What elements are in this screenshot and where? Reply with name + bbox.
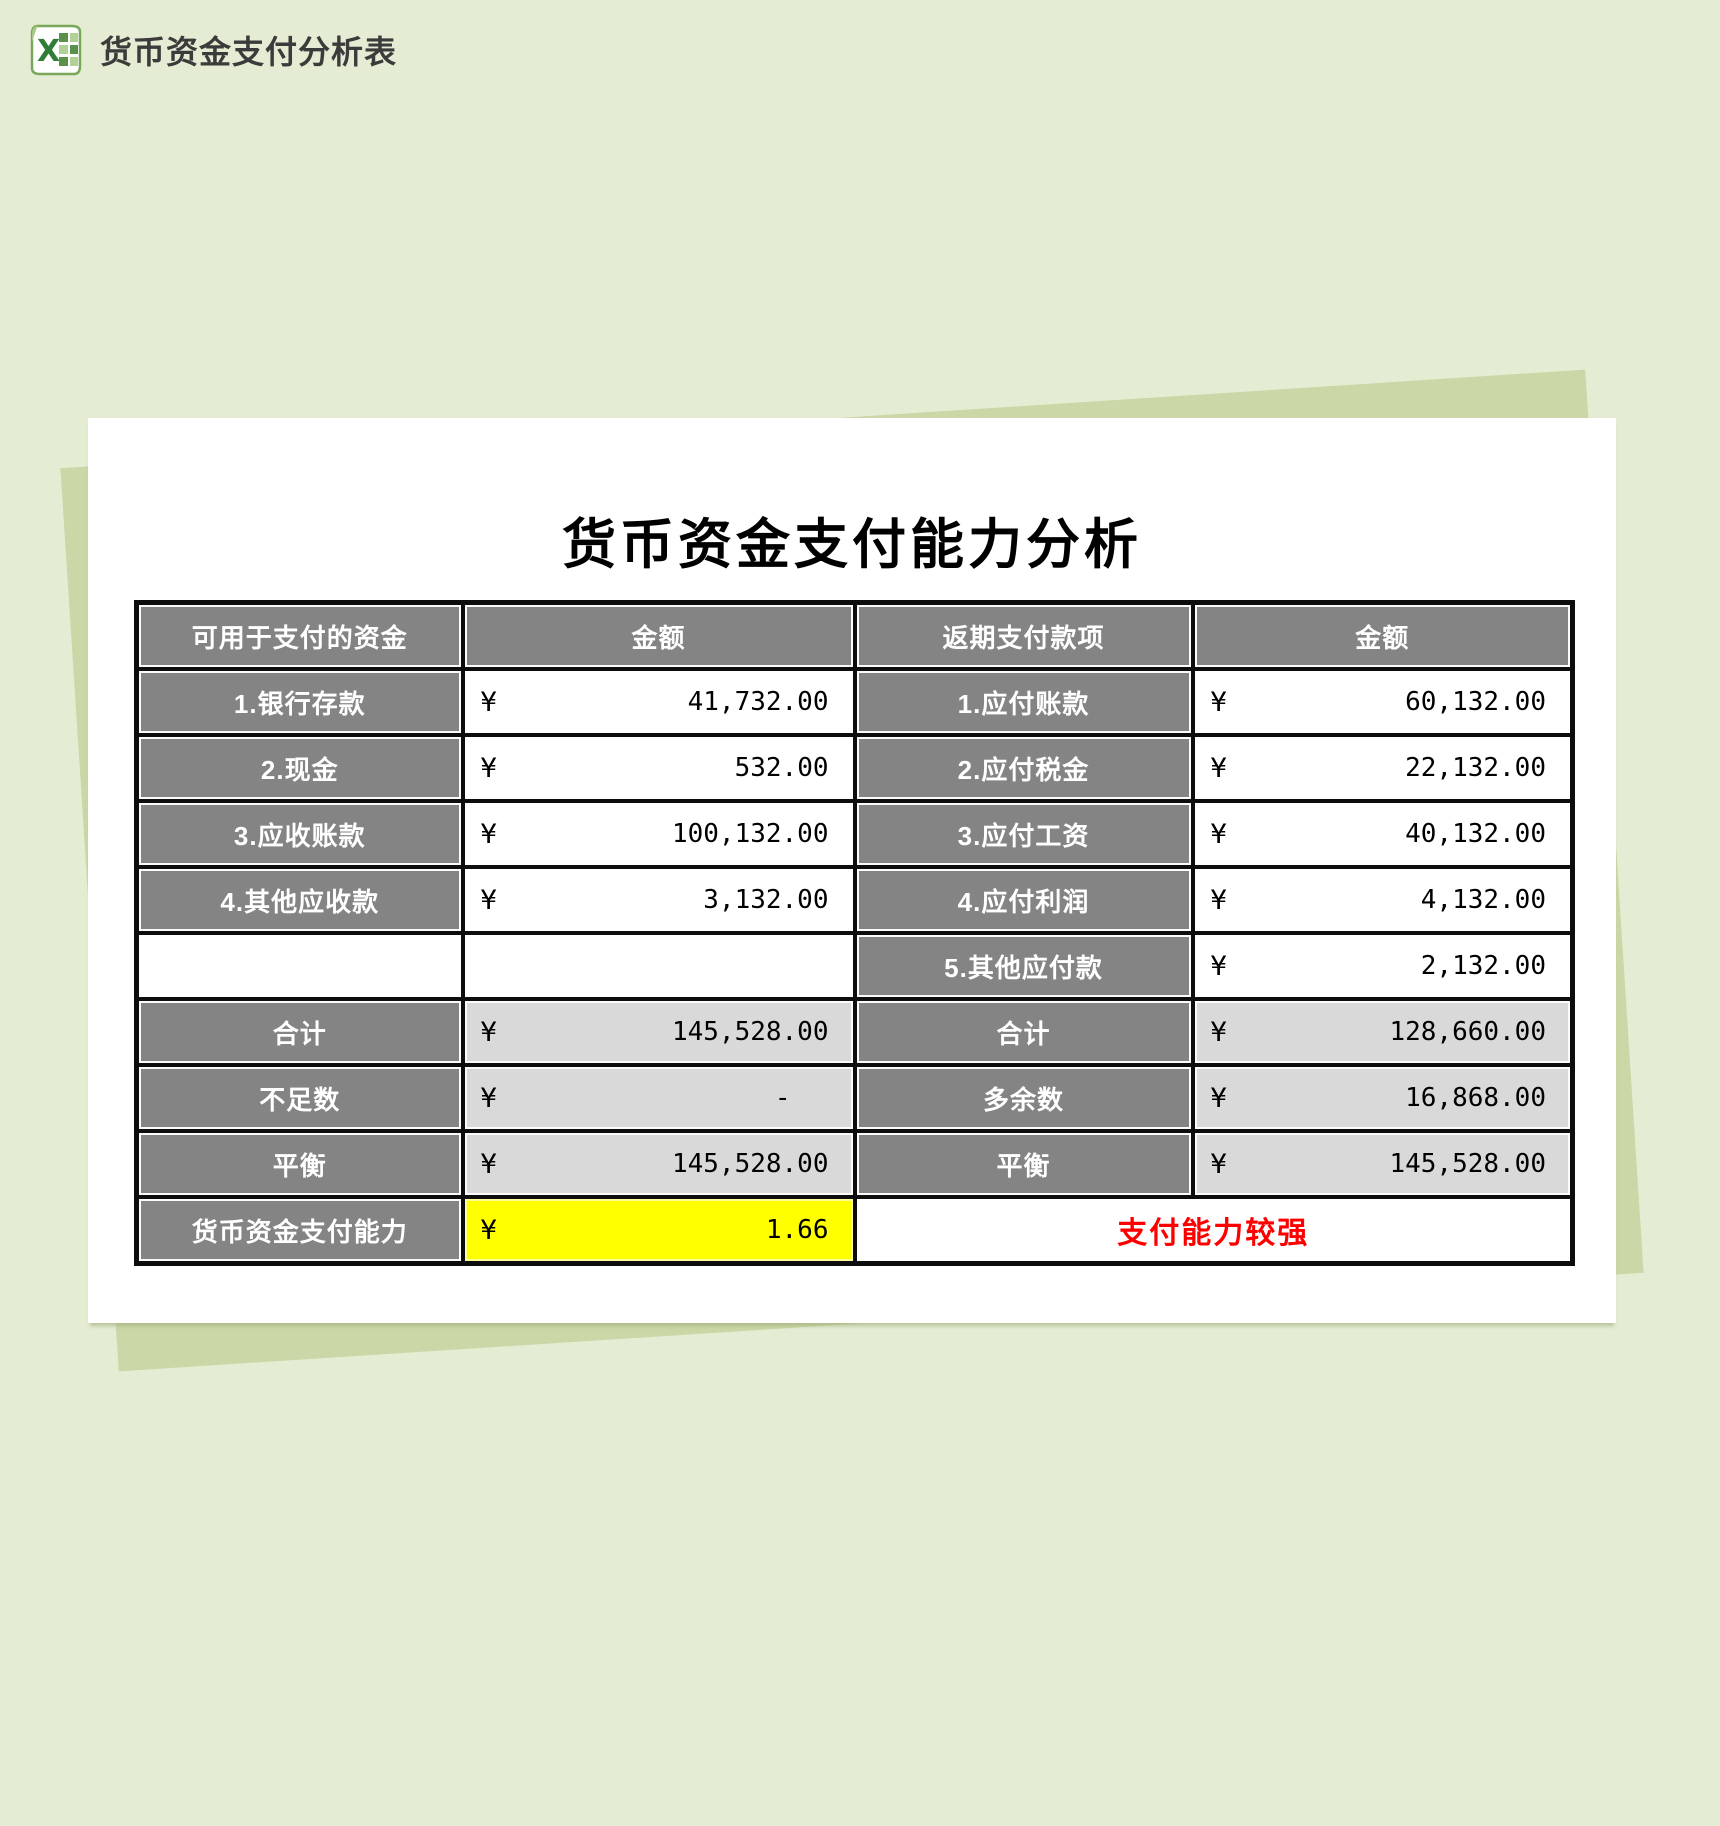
row-label-cell: 3.应付工资 xyxy=(852,799,1195,869)
amount-cell: ¥3,132.00 xyxy=(460,865,857,935)
topbar: X 货币资金支付分析表 xyxy=(28,22,397,78)
verdict-cell: 支付能力较强 xyxy=(852,1195,1575,1266)
row-label-cell: 2.现金 xyxy=(134,733,465,803)
amount-value: 100,132.00 xyxy=(671,819,829,849)
row-label-cell: 2.应付税金 xyxy=(852,733,1195,803)
empty-amount-cell xyxy=(460,931,857,1001)
amount-value: 145,528.00 xyxy=(671,1017,829,1047)
row-label-cell: 合计 xyxy=(134,997,465,1067)
row-label-cell: 1.应付账款 xyxy=(852,667,1195,737)
currency-symbol: ¥ xyxy=(480,1214,497,1246)
table-row: 4.其他应收款 ¥3,132.00 4.应付利润 ¥4,132.00 xyxy=(134,865,1575,935)
currency-symbol: ¥ xyxy=(480,686,497,718)
currency-symbol: ¥ xyxy=(480,818,497,850)
currency-symbol: ¥ xyxy=(1210,1148,1227,1180)
currency-symbol: ¥ xyxy=(1210,1082,1227,1114)
table-row-total: 合计 ¥145,528.00 合计 ¥128,660.00 xyxy=(134,997,1575,1067)
currency-symbol: ¥ xyxy=(1210,950,1227,982)
total-amount-cell: ¥128,660.00 xyxy=(1190,997,1575,1067)
row-label-cell: 平衡 xyxy=(852,1129,1195,1199)
row-label-cell: 合计 xyxy=(852,997,1195,1067)
surplus-amount-cell: ¥16,868.00 xyxy=(1190,1063,1575,1133)
table-row: 平衡 ¥145,528.00 平衡 ¥145,528.00 xyxy=(134,1129,1575,1199)
row-label-cell: 不足数 xyxy=(134,1063,465,1133)
column-header: 返期支付款项 xyxy=(852,600,1195,671)
table-row: 5.其他应付款 ¥2,132.00 xyxy=(134,931,1575,1001)
currency-symbol: ¥ xyxy=(480,1148,497,1180)
sheet-title: 货币资金支付能力分析 xyxy=(562,512,1142,576)
row-label-cell: 3.应收账款 xyxy=(134,799,465,869)
capability-ratio-value: 1.66 xyxy=(765,1215,829,1245)
amount-cell: ¥41,732.00 xyxy=(460,667,857,737)
amount-cell: ¥40,132.00 xyxy=(1190,799,1575,869)
amount-value: 3,132.00 xyxy=(703,885,829,915)
balance-amount-cell: ¥145,528.00 xyxy=(1190,1129,1575,1199)
amount-cell: ¥2,132.00 xyxy=(1190,931,1575,1001)
row-label-cell: 4.其他应收款 xyxy=(134,865,465,935)
currency-symbol: ¥ xyxy=(480,1016,497,1048)
column-header: 金额 xyxy=(460,600,857,671)
currency-symbol: ¥ xyxy=(480,1082,497,1114)
table-row: 1.银行存款 ¥41,732.00 1.应付账款 ¥60,132.00 xyxy=(134,667,1575,737)
amount-value: - xyxy=(774,1083,791,1113)
row-label-cell: 1.银行存款 xyxy=(134,667,465,737)
row-label-cell: 5.其他应付款 xyxy=(852,931,1195,1001)
table-header-row: 可用于支付的资金 金额 返期支付款项 金额 xyxy=(134,600,1575,671)
amount-value: 145,528.00 xyxy=(1389,1149,1546,1179)
currency-symbol: ¥ xyxy=(1210,818,1227,850)
amount-value: 41,732.00 xyxy=(687,687,829,717)
amount-cell: ¥4,132.00 xyxy=(1190,865,1575,935)
table-row: 3.应收账款 ¥100,132.00 3.应付工资 ¥40,132.00 xyxy=(134,799,1575,869)
amount-value: 532.00 xyxy=(734,753,829,783)
amount-value: 128,660.00 xyxy=(1389,1017,1546,1047)
currency-symbol: ¥ xyxy=(480,752,497,784)
amount-cell: ¥532.00 xyxy=(460,733,857,803)
column-header: 可用于支付的资金 xyxy=(134,600,465,671)
table-row: 不足数 ¥ - 多余数 ¥16,868.00 xyxy=(134,1063,1575,1133)
table-row: 2.现金 ¥532.00 2.应付税金 ¥22,132.00 xyxy=(134,733,1575,803)
currency-symbol: ¥ xyxy=(1210,884,1227,916)
analysis-table: 可用于支付的资金 金额 返期支付款项 金额 1.银行存款 ¥41,732.00 … xyxy=(134,600,1575,1266)
sheet-card: 货币资金支付能力分析 可用于支付的资金 金额 返期支付款项 金额 1.银行存款 … xyxy=(88,418,1616,1323)
amount-value: 2,132.00 xyxy=(1420,951,1546,981)
shortage-amount-cell: ¥ - xyxy=(460,1063,857,1133)
amount-cell: ¥22,132.00 xyxy=(1190,733,1575,803)
amount-value: 4,132.00 xyxy=(1420,885,1546,915)
column-header: 金额 xyxy=(1190,600,1575,671)
amount-value: 16,868.00 xyxy=(1405,1083,1546,1113)
svg-text:X: X xyxy=(37,34,60,69)
row-label-cell: 平衡 xyxy=(134,1129,465,1199)
row-label-cell: 多余数 xyxy=(852,1063,1195,1133)
currency-symbol: ¥ xyxy=(1210,752,1227,784)
capability-ratio-cell: ¥1.66 xyxy=(460,1195,857,1266)
page-title: 货币资金支付分析表 xyxy=(100,34,398,70)
row-label-cell: 4.应付利润 xyxy=(852,865,1195,935)
amount-cell: ¥100,132.00 xyxy=(460,799,857,869)
row-label-cell: 货币资金支付能力 xyxy=(134,1195,465,1266)
currency-symbol: ¥ xyxy=(480,884,497,916)
balance-amount-cell: ¥145,528.00 xyxy=(460,1129,857,1199)
empty-label-cell xyxy=(134,931,465,1001)
amount-value: 145,528.00 xyxy=(671,1149,829,1179)
currency-symbol: ¥ xyxy=(1210,686,1227,718)
currency-symbol: ¥ xyxy=(1210,1016,1227,1048)
total-amount-cell: ¥145,528.00 xyxy=(460,997,857,1067)
table-row-capability: 货币资金支付能力 ¥1.66 支付能力较强 xyxy=(134,1195,1575,1266)
amount-value: 40,132.00 xyxy=(1405,819,1546,849)
amount-value: 22,132.00 xyxy=(1405,753,1546,783)
amount-value: 60,132.00 xyxy=(1405,687,1546,717)
excel-icon: X xyxy=(28,22,84,78)
amount-cell: ¥60,132.00 xyxy=(1190,667,1575,737)
